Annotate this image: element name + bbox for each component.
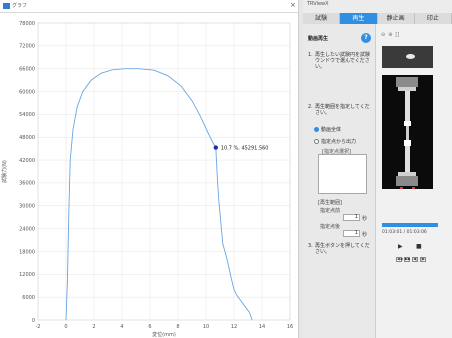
plot-area <box>37 22 291 321</box>
graph-titlebar: グラフ × <box>0 0 298 13</box>
before-seconds-input[interactable]: 1 <box>343 214 360 221</box>
range-label: [再生範囲] <box>318 200 342 206</box>
video-time: 01:03:01 / 01:03:06 <box>382 230 427 235</box>
video-viewer: ⊖ ⊕ [] 01:03:01 / 01:03:0 <box>376 24 452 338</box>
playback-panel: TRViewX 試験 再生 静止画 印止 動画再生 ? 1. 再生したい試験円を… <box>303 0 452 338</box>
play-button[interactable]: ▶ <box>398 243 403 250</box>
x-tick-label: 8 <box>176 324 179 330</box>
step-1-text: 再生したい試験円を試験ウンドウで選んでください。 <box>315 52 371 70</box>
tab-print[interactable]: 印止 <box>414 13 452 24</box>
fit-icon[interactable]: [] <box>395 32 400 38</box>
y-tick-label: 78000 <box>19 21 35 27</box>
y-tick-label: 60000 <box>19 89 35 95</box>
x-axis-label: 変位(mm) <box>152 331 176 338</box>
specimen-image <box>382 75 433 189</box>
rewind-button[interactable]: ◀◀ <box>396 257 403 262</box>
x-tick-label: 14 <box>259 324 265 330</box>
x-tick-label: 0 <box>64 324 67 330</box>
radio-whole-video[interactable]: 動画全体 <box>314 126 341 133</box>
after-seconds-input[interactable]: 1 <box>343 230 360 237</box>
help-icon[interactable]: ? <box>361 33 371 43</box>
close-icon[interactable]: × <box>290 1 296 9</box>
y-tick-label: 48000 <box>19 135 35 141</box>
y-tick-label: 0 <box>32 318 35 324</box>
radio-from-point-label: 指定点から出力 <box>321 139 357 145</box>
step-3-text: 再生ボタンを押してください。 <box>315 243 370 255</box>
video-frame[interactable] <box>382 75 433 189</box>
video-thumbnail[interactable] <box>382 46 433 68</box>
radio-dot <box>314 139 319 144</box>
thumbnail-highlight <box>406 54 415 59</box>
y-tick-label: 36000 <box>19 181 35 187</box>
stop-button[interactable]: ■ <box>416 243 422 250</box>
playback-steps: 動画再生 ? 1. 再生したい試験円を試験ウンドウで選んでください。 2. 再生… <box>303 24 376 338</box>
load-displacement-chart: -2 0 2 4 6 8 10 12 14 160600012000180002400030000… <box>1 21 293 338</box>
radio-dot-selected <box>314 127 319 132</box>
marker-label: 10.7 %, 45291.560 <box>221 146 269 152</box>
y-tick-label: 6000 <box>22 295 35 301</box>
panel-tabs: 試験 再生 静止画 印止 <box>303 13 452 24</box>
panel-title: TRViewX <box>307 1 329 7</box>
step-3-number: 3. <box>308 243 313 249</box>
zoom-out-icon[interactable]: ⊖ <box>381 32 386 38</box>
y-tick-label: 42000 <box>19 158 35 164</box>
step-1-number: 1. <box>308 52 313 58</box>
step-forward-button[interactable]: |▶ <box>420 257 426 262</box>
step-back-button[interactable]: ◀| <box>412 257 418 262</box>
x-tick-label: 12 <box>231 324 237 330</box>
y-tick-label: 30000 <box>19 204 35 210</box>
after-point-label: 指定点後 <box>320 224 341 230</box>
section-title: 動画再生 <box>308 36 329 42</box>
before-seconds-unit: 秒 <box>362 216 368 222</box>
x-tick-label: 6 <box>148 324 151 330</box>
pane-splitter[interactable] <box>298 0 303 338</box>
series-line <box>65 68 253 321</box>
radio-whole-video-label: 動画全体 <box>321 127 342 133</box>
y-tick-label: 24000 <box>19 226 35 232</box>
video-progress-bar[interactable] <box>382 223 438 227</box>
tab-test[interactable]: 試験 <box>303 13 341 24</box>
series-marker <box>213 145 218 150</box>
forward-button[interactable]: ▶▶ <box>404 257 411 262</box>
x-tick-label: 2 <box>92 324 95 330</box>
graph-window: グラフ × -2 0 2 4 6 8 10 12 14 16 0 6000 12000 18000 2400… <box>0 0 298 338</box>
viewer-toolbar: ⊖ ⊕ [] <box>381 32 399 38</box>
point-select-hint: [指定点選択] <box>322 149 351 155</box>
tab-playback[interactable]: 再生 <box>340 13 378 24</box>
y-tick-label: 72000 <box>19 44 35 50</box>
graph-window-icon <box>3 3 10 9</box>
step-2-number: 2. <box>308 104 313 110</box>
x-tick-label: -2 <box>36 324 41 330</box>
y-tick-label: 12000 <box>19 272 35 278</box>
x-tick-label: 16 <box>287 324 293 330</box>
before-point-label: 指定点前 <box>320 208 341 214</box>
graph-window-title: グラフ <box>12 3 28 9</box>
y-tick-label: 18000 <box>19 249 35 255</box>
y-tick-label: 66000 <box>19 66 35 72</box>
y-axis-label: 試験力(N) <box>1 160 8 183</box>
after-seconds-unit: 秒 <box>362 232 368 238</box>
radio-from-point[interactable]: 指定点から出力 <box>314 138 356 145</box>
zoom-in-icon[interactable]: ⊕ <box>388 32 393 38</box>
step-2-text: 再生範囲を指定してください。 <box>315 104 370 116</box>
y-tick-label: 54000 <box>19 112 35 118</box>
x-tick-label: 10 <box>203 324 209 330</box>
point-listbox[interactable] <box>318 154 367 194</box>
x-tick-label: 4 <box>120 324 123 330</box>
tab-still-image[interactable]: 静止画 <box>377 13 415 24</box>
